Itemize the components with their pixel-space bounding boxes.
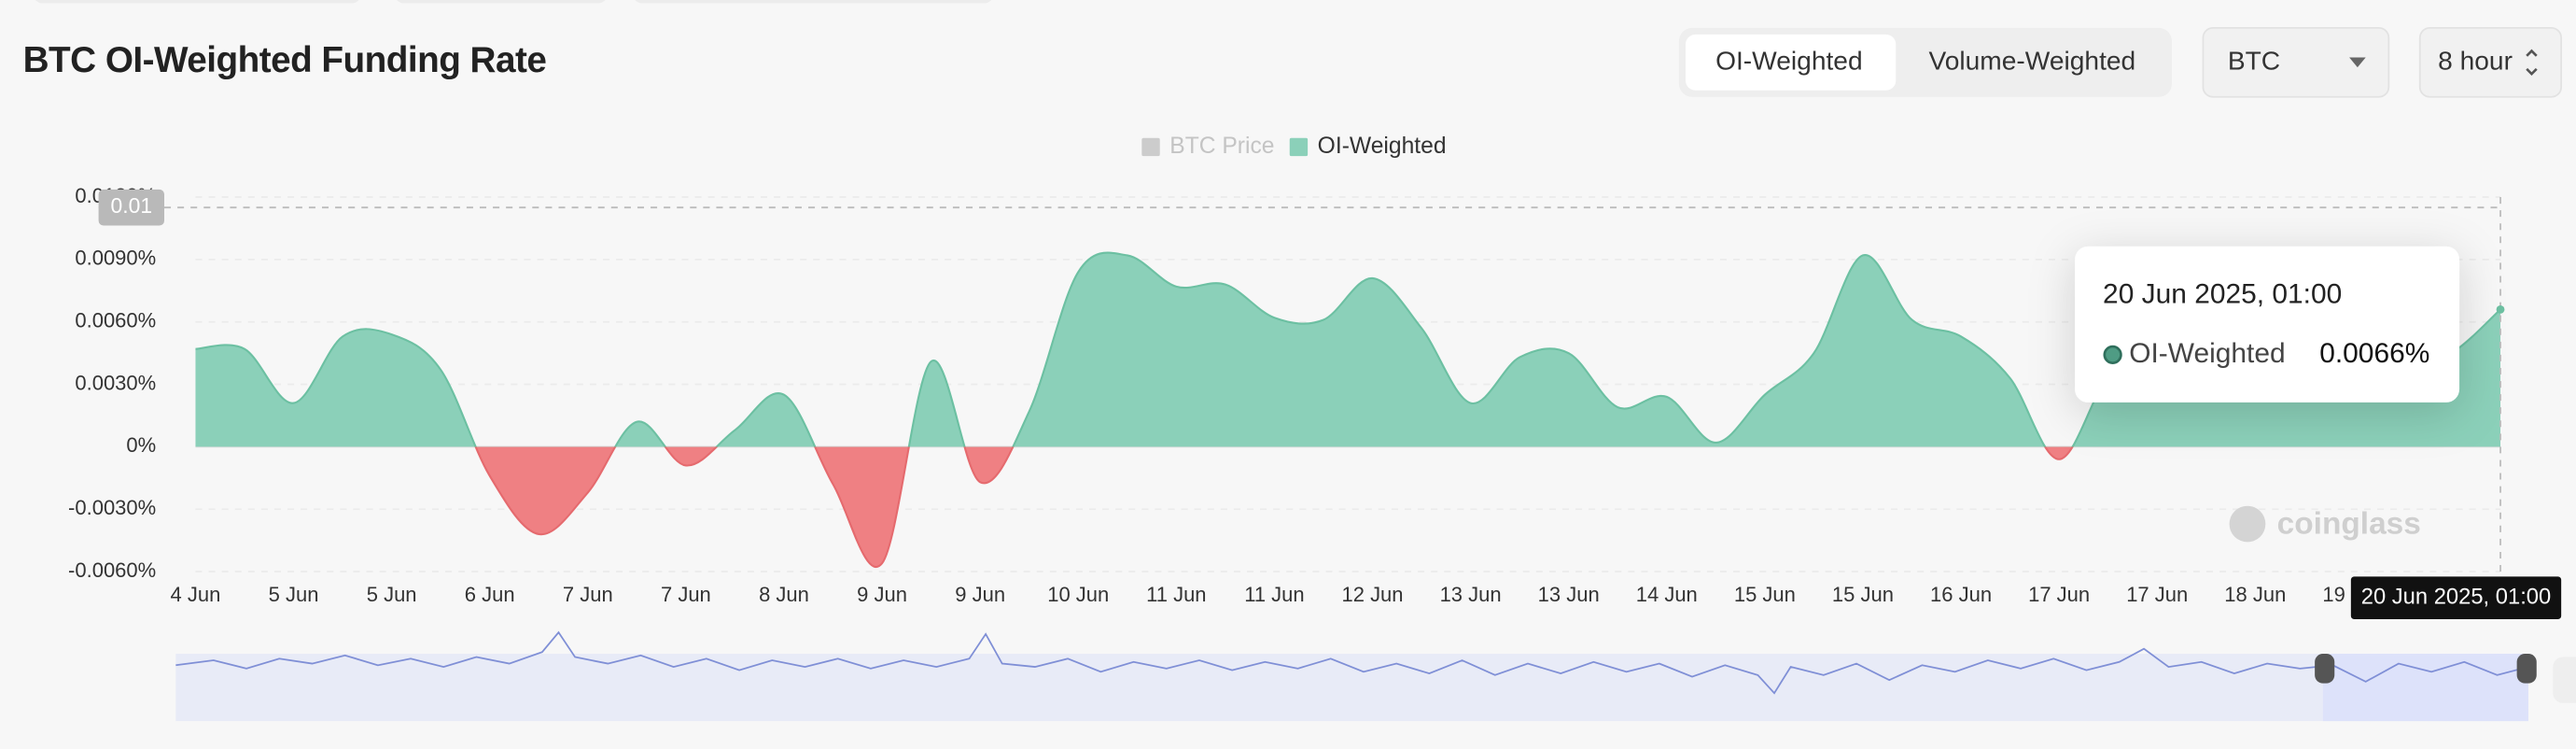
point xyxy=(2496,304,2505,314)
y-tick-label: 0.0030% xyxy=(75,371,156,394)
tab-stub xyxy=(35,0,359,4)
navigator-handle[interactable] xyxy=(2315,653,2335,684)
x-tick-label: 10 Jun xyxy=(1047,583,1109,606)
tab-stub xyxy=(397,0,606,4)
watermark: coinglass xyxy=(2277,507,2421,542)
x-tick-label: 13 Jun xyxy=(1538,583,1600,606)
chart-title: BTC OI-Weighted Funding Rate xyxy=(23,40,547,80)
x-tick-label: 11 Jun xyxy=(1146,583,1206,606)
y-tick-label: -0.0060% xyxy=(68,558,156,582)
legend-swatch xyxy=(1289,137,1309,157)
x-tick-label: 7 Jun xyxy=(661,583,711,606)
navigator[interactable] xyxy=(175,653,2528,722)
select-chevrons xyxy=(2526,49,2538,77)
tooltip xyxy=(2075,246,2460,403)
navigator-sparkline xyxy=(175,630,2529,695)
x-tick-label: 16 Jun xyxy=(1930,583,1992,606)
x-tick-label: 9 Jun xyxy=(857,583,907,606)
navigator-handle[interactable] xyxy=(2516,653,2537,684)
x-tick-label: 6 Jun xyxy=(465,583,515,606)
symbol-select-value[interactable]: BTC xyxy=(2228,46,2280,75)
tooltip-marker xyxy=(2103,345,2122,365)
y-tick-label: 0.0060% xyxy=(75,309,156,332)
x-tick-label: 17 Jun xyxy=(2126,583,2188,606)
y-tick-label: 0% xyxy=(126,433,156,457)
legend-label[interactable]: BTC Price xyxy=(1169,134,1274,159)
x-tick-label: 17 Jun xyxy=(2028,583,2090,606)
x-tick-label: 13 Jun xyxy=(1440,583,1502,606)
area xyxy=(195,252,2501,568)
legend-label[interactable]: OI-Weighted xyxy=(1318,134,1447,159)
x-tick-label: 7 Jun xyxy=(563,583,613,606)
side-button[interactable] xyxy=(2553,657,2576,703)
toggle-button[interactable]: Volume-Weighted xyxy=(1929,46,2136,75)
tooltip-series: OI-Weighted xyxy=(2129,338,2285,369)
x-tick-label: 11 Jun xyxy=(1244,583,1304,606)
tooltip-value: 0.0066% xyxy=(2319,338,2429,369)
x-tick-label: 15 Jun xyxy=(1832,583,1894,606)
x-tick-label: 8 Jun xyxy=(759,583,809,606)
tab-stub xyxy=(635,0,992,4)
x-tick-label: 15 Jun xyxy=(1734,583,1796,606)
pointer-badge xyxy=(98,189,165,226)
x-tick-label: 12 Jun xyxy=(1341,583,1403,606)
x-tick-label: 9 Jun xyxy=(955,583,1005,606)
x-tick-label: 18 Jun xyxy=(2224,583,2286,606)
symbol-select[interactable] xyxy=(2202,27,2390,98)
navigator-selection[interactable] xyxy=(2322,653,2528,722)
watermark-icon xyxy=(2229,505,2266,543)
line xyxy=(195,251,2501,568)
pointer-badge-label: 20 Jun 2025, 01:00 xyxy=(2361,584,2551,609)
interval-select-value[interactable]: 8 hour xyxy=(2438,46,2513,75)
y-tick-label: 0.0090% xyxy=(75,247,156,270)
toggle-button[interactable]: OI-Weighted xyxy=(1715,46,1863,75)
x-tick-label: 14 Jun xyxy=(1636,583,1698,606)
legend-swatch xyxy=(1141,137,1160,157)
pointer-badge-label: 0.01 xyxy=(111,193,153,218)
y-tick-label: -0.0030% xyxy=(68,496,156,519)
select-caret xyxy=(2349,57,2366,68)
tooltip-title: 20 Jun 2025, 01:00 xyxy=(2103,278,2342,309)
x-tick-label: 4 Jun xyxy=(171,583,221,606)
x-tick-label: 5 Jun xyxy=(269,583,319,606)
pointer-badge xyxy=(2350,576,2562,620)
toggle-active-bg xyxy=(1685,34,1897,91)
interval-select[interactable] xyxy=(2418,27,2563,98)
x-tick-label: 5 Jun xyxy=(367,583,417,606)
